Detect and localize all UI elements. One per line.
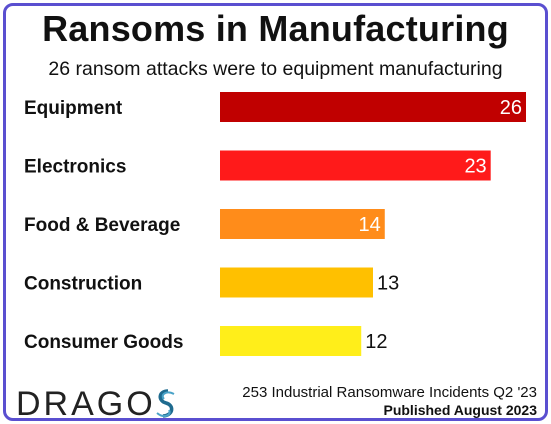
data-label: 13 [377, 273, 399, 295]
svg-text:DRAGO: DRAGO [16, 386, 156, 418]
bar [220, 326, 362, 356]
bar [220, 150, 491, 181]
footer-source: 253 Industrial Ransomware Incidents Q2 '… [242, 384, 537, 401]
bar-chart: Equipment 26 Electronics 23 Food & Beverage 1… [24, 92, 526, 356]
footer-published: Published August 2023 [383, 402, 537, 418]
bar [220, 92, 526, 122]
data-label: 12 [365, 331, 387, 353]
dragos-logo: DRAGO [16, 386, 175, 418]
category-label: Food & Beverage [24, 215, 180, 236]
bar [220, 267, 373, 298]
chart-title: Ransoms in Manufacturing [42, 8, 509, 49]
chart-subtitle: 26 ransom attacks were to equipment manu… [48, 58, 503, 80]
category-label: Electronics [24, 157, 126, 178]
data-label: 14 [359, 214, 381, 236]
category-label: Consumer Goods [24, 332, 183, 353]
dragos-s-mark-icon [156, 389, 175, 418]
category-label: Construction [24, 274, 142, 295]
category-label: Equipment [24, 98, 123, 119]
data-label: 26 [500, 97, 522, 119]
bar [220, 209, 385, 239]
data-label: 23 [464, 156, 486, 178]
chart-frame: Ransoms in Manufacturing 26 ransom attac… [3, 3, 548, 421]
